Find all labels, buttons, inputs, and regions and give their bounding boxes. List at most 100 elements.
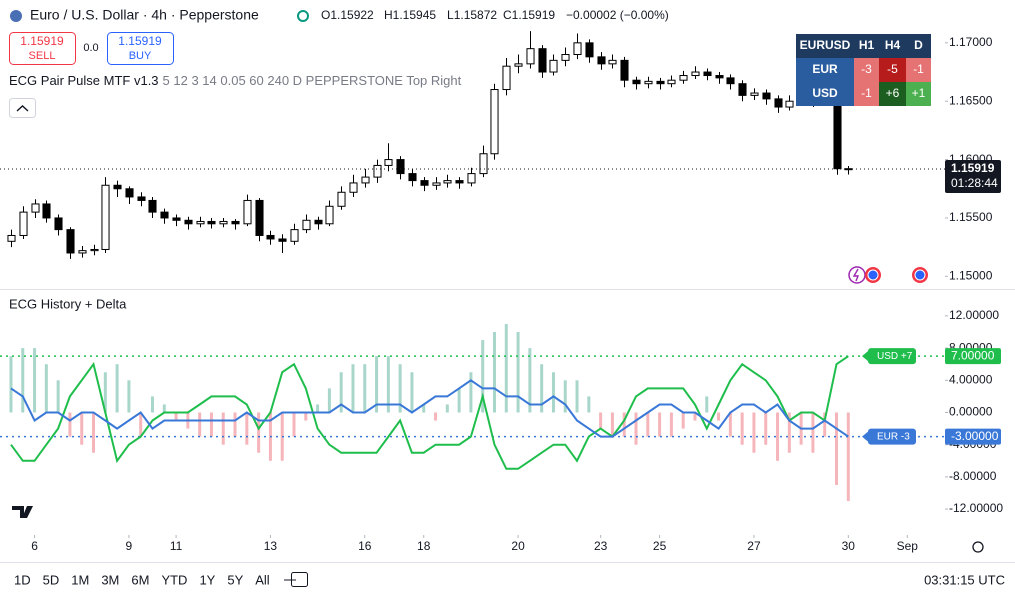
candle-body [526,48,535,65]
histogram-bar [245,412,249,445]
histogram-bar [103,372,107,413]
histogram-bar [9,356,13,413]
histogram-bar [398,364,402,413]
candle-body [738,83,747,96]
y-tick-label: 1.16500 [949,93,993,107]
histogram-bar [669,412,673,437]
histogram-bar [162,404,166,413]
histogram-bar [92,412,96,453]
candle-body [502,65,511,91]
candle-body [172,217,181,221]
histogram-bar [516,332,520,413]
candle-body [231,220,240,225]
x-tick-label: 23 [594,539,608,553]
widget-cell-text: USD [812,86,838,100]
candle-body [632,79,641,85]
histogram-bar [386,356,390,413]
clock: 03:31:15 UTC [924,572,1005,587]
pane-title: ECG History + Delta [9,296,127,311]
change: −0.00002 (−0.00%) [566,8,669,22]
candle-body [608,59,617,65]
sell-label[interactable]: SELL [29,50,56,62]
indicator-name: ECG Pair Pulse MTF v1.3 5 12 3 14 0.05 60… [9,73,462,88]
buy-button[interactable] [107,32,174,65]
candle-body [762,92,771,100]
settings-icon[interactable] [972,541,984,553]
range-button[interactable]: 5D [43,572,60,587]
x-tick-label: 16 [358,539,372,553]
market-status [297,10,309,22]
candle-body [585,42,594,58]
candle-body [644,80,653,85]
candle-body [420,180,429,186]
histogram-bar [693,412,697,421]
histogram-bar [422,404,426,413]
widget-header-cell [796,34,854,58]
candle-body [620,59,629,81]
histogram-bar [316,404,320,413]
widget-cell [879,82,906,106]
x-tick-label: 6 [31,539,38,553]
candle-body [384,159,393,166]
candle-body [726,77,735,85]
histogram-bar [115,364,119,413]
widget-cell-text: +1 [912,86,926,100]
value-tag-label: -3.00000 [951,429,999,443]
range-button[interactable]: 1M [71,572,89,587]
histogram-bar [257,412,261,453]
range-button[interactable]: 1D [14,572,31,587]
candle-body [278,238,287,242]
range-button[interactable]: 5Y [227,572,243,587]
range-button[interactable]: All [255,572,270,587]
histogram-bar [575,380,579,413]
histogram-bar [221,412,225,445]
histogram-bar [599,412,603,429]
range-button[interactable]: 3M [101,572,119,587]
histogram-bar [292,412,296,437]
candle-body [833,94,842,170]
buy-price[interactable]: 1.15919 [118,34,162,48]
histogram-bar [528,348,532,413]
histogram-bar [174,412,178,421]
widget-header-text: EURUSD [800,38,851,52]
candle-body [7,234,16,242]
candle-body [443,180,452,184]
series-line [10,355,849,470]
close: C1.15919 [503,8,555,22]
histogram-bar [198,412,202,437]
sell-button[interactable] [9,32,76,65]
y-tick-label: -8.00000 [949,469,997,483]
widget-header-text: H4 [885,38,901,52]
histogram-bar [823,412,827,437]
sell-price[interactable]: 1.15919 [20,34,64,48]
candle-body [432,182,441,186]
candle-body [408,173,417,182]
candle-body [325,205,334,225]
range-button[interactable]: 1Y [199,572,215,587]
candle-body [774,98,783,108]
price-tag [945,160,1001,194]
histogram-bar [56,380,60,413]
value-tag [945,348,1001,365]
series-tag-label: EUR -3 [877,431,910,442]
histogram-bar [492,332,496,413]
buy-label[interactable]: BUY [129,50,152,62]
value-tag [945,428,1001,445]
range-button[interactable]: YTD [161,572,187,587]
candle-body [137,196,146,201]
range-button[interactable]: 6M [131,572,149,587]
histogram-bar [33,348,37,413]
collapse-button[interactable] [9,98,36,118]
histogram-bar [587,396,591,413]
event-icon-bolt [852,268,860,282]
histogram-bar [375,356,379,413]
histogram-bar [610,412,614,437]
y-tick-label: 12.00000 [949,308,999,322]
candle-body [290,229,299,242]
candle-body [479,153,488,175]
candle-body [160,211,169,219]
histogram-bar [705,396,709,413]
candle-body [538,48,547,73]
histogram-bar [846,412,850,502]
